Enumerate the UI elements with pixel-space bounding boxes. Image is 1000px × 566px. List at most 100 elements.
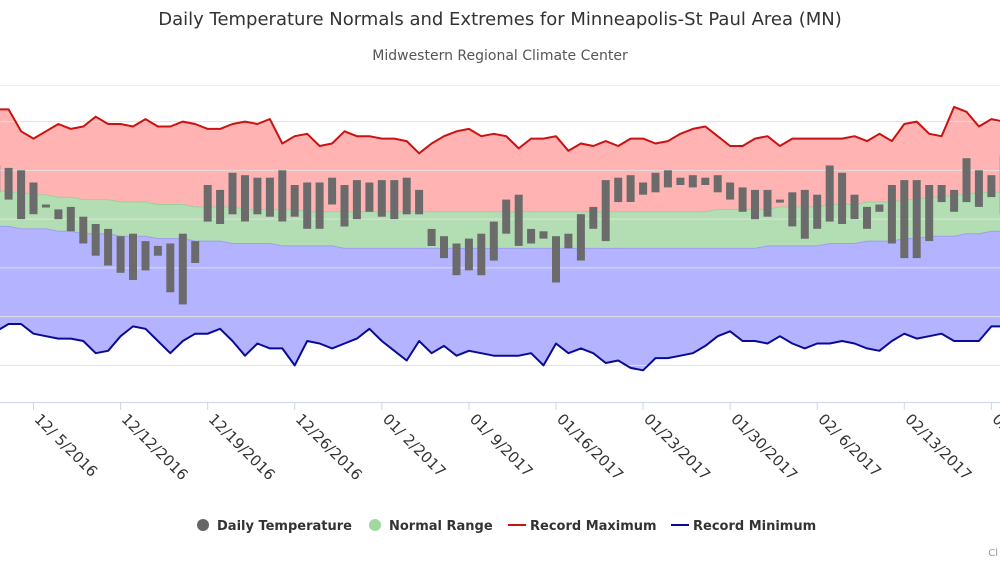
chart-title: Daily Temperature Normals and Extremes f…: [158, 9, 842, 30]
legend-marker: [369, 519, 381, 531]
daily-temp-bar[interactable]: [353, 180, 361, 219]
daily-temp-bar[interactable]: [229, 173, 237, 215]
daily-temp-bar[interactable]: [216, 190, 224, 224]
daily-temp-bar[interactable]: [17, 170, 25, 219]
x-tick-label: 02/20/2017: [989, 410, 1000, 484]
daily-temp-bar[interactable]: [166, 244, 174, 293]
daily-temp-bar[interactable]: [614, 178, 622, 202]
legend-item[interactable]: Record Minimum: [671, 519, 816, 534]
daily-temp-bar[interactable]: [365, 183, 373, 212]
daily-temp-bar[interactable]: [403, 178, 411, 215]
daily-temp-bar[interactable]: [390, 180, 398, 219]
daily-temp-bar[interactable]: [465, 239, 473, 271]
daily-temp-bar[interactable]: [925, 185, 933, 241]
daily-temp-bar[interactable]: [67, 207, 75, 231]
daily-temp-bar[interactable]: [527, 229, 535, 244]
daily-temp-bar[interactable]: [913, 180, 921, 258]
daily-temp-bar[interactable]: [440, 236, 448, 258]
daily-temp-bar[interactable]: [851, 195, 859, 219]
plot-area: [0, 85, 1000, 370]
daily-temp-bar[interactable]: [602, 180, 610, 241]
daily-temp-bar[interactable]: [129, 234, 137, 280]
daily-temp-bar[interactable]: [328, 178, 336, 205]
daily-temp-bar[interactable]: [291, 185, 299, 217]
daily-temp-bar[interactable]: [801, 190, 809, 239]
daily-temp-bar[interactable]: [117, 236, 125, 273]
daily-temp-bar[interactable]: [577, 214, 585, 260]
daily-temp-bar[interactable]: [540, 231, 548, 238]
daily-temp-bar[interactable]: [266, 178, 274, 217]
x-tick-label: 01/23/2017: [640, 410, 714, 484]
daily-temp-bar[interactable]: [179, 234, 187, 305]
daily-temp-bar[interactable]: [415, 190, 423, 214]
daily-temp-bar[interactable]: [104, 229, 112, 266]
daily-temp-bar[interactable]: [515, 195, 523, 246]
daily-temp-bar[interactable]: [204, 185, 212, 222]
x-tick-label: 02/ 6/2017: [814, 410, 884, 480]
daily-temp-bar[interactable]: [453, 244, 461, 276]
daily-temp-bar[interactable]: [278, 170, 286, 221]
daily-temp-bar[interactable]: [341, 185, 349, 227]
legend-item[interactable]: Daily Temperature: [197, 519, 352, 534]
daily-temp-bar[interactable]: [564, 234, 572, 249]
daily-temp-bar[interactable]: [875, 205, 883, 212]
daily-temp-bar[interactable]: [552, 236, 560, 282]
daily-temp-bar[interactable]: [502, 200, 510, 234]
daily-temp-bar[interactable]: [639, 183, 647, 195]
daily-temp-bar[interactable]: [701, 178, 709, 185]
daily-temp-bar[interactable]: [739, 187, 747, 211]
daily-temp-bar[interactable]: [888, 185, 896, 244]
daily-temp-bar[interactable]: [664, 170, 672, 187]
daily-temp-bar[interactable]: [813, 195, 821, 229]
daily-temp-bar[interactable]: [42, 205, 50, 208]
daily-temp-bar[interactable]: [627, 175, 635, 202]
daily-temp-bar[interactable]: [676, 178, 684, 185]
daily-temp-bar[interactable]: [726, 183, 734, 200]
daily-temp-bar[interactable]: [975, 170, 983, 207]
daily-temp-bar[interactable]: [54, 209, 62, 219]
daily-temp-bar[interactable]: [838, 173, 846, 224]
daily-temp-bar[interactable]: [963, 158, 971, 202]
daily-temp-bar[interactable]: [751, 190, 759, 219]
legend-item[interactable]: Record Maximum: [508, 519, 657, 534]
daily-temp-bar[interactable]: [142, 241, 150, 270]
daily-temp-bar[interactable]: [764, 190, 772, 217]
daily-temp-bar[interactable]: [689, 175, 697, 187]
daily-temp-bar[interactable]: [826, 166, 834, 222]
x-tick-label: 12/ 5/2016: [31, 410, 101, 480]
daily-temp-bar[interactable]: [776, 200, 784, 203]
daily-temp-bar[interactable]: [79, 217, 87, 244]
daily-temp-bar[interactable]: [92, 224, 100, 256]
daily-temp-bar[interactable]: [589, 207, 597, 229]
daily-temp-bar[interactable]: [490, 222, 498, 261]
daily-temp-bar[interactable]: [652, 173, 660, 193]
x-tick-label: 12/26/2016: [292, 410, 366, 484]
daily-temp-bar[interactable]: [316, 183, 324, 229]
x-tick-label: 01/30/2017: [727, 410, 801, 484]
legend[interactable]: Daily Temperature Normal Range Record Maxi…: [197, 519, 816, 534]
daily-temp-bar[interactable]: [714, 175, 722, 192]
daily-temp-bar[interactable]: [987, 175, 995, 197]
daily-temp-bar[interactable]: [428, 229, 436, 246]
legend-item[interactable]: Normal Range: [369, 519, 493, 534]
daily-temp-bar[interactable]: [253, 178, 261, 215]
daily-temp-bar[interactable]: [938, 185, 946, 202]
daily-temp-bar[interactable]: [191, 241, 199, 263]
x-tick-label: 01/ 9/2017: [466, 410, 536, 480]
daily-temp-bar[interactable]: [788, 192, 796, 226]
daily-temp-bar[interactable]: [477, 234, 485, 276]
daily-temp-bar[interactable]: [154, 246, 162, 256]
daily-temp-bar[interactable]: [378, 180, 386, 217]
daily-temp-bar[interactable]: [5, 168, 13, 200]
daily-temp-bar[interactable]: [950, 190, 958, 212]
x-tick-label: 12/12/2016: [118, 410, 192, 484]
x-tick-label: 12/19/2016: [205, 410, 279, 484]
daily-temp-bar[interactable]: [863, 207, 871, 229]
daily-temp-bar[interactable]: [241, 175, 249, 221]
chart-credit[interactable]: Cl: [988, 548, 998, 559]
daily-temp-bar[interactable]: [303, 183, 311, 229]
chart-subtitle: Midwestern Regional Climate Center: [372, 48, 628, 64]
daily-temp-bar[interactable]: [900, 180, 908, 258]
daily-temp-bar[interactable]: [30, 183, 38, 215]
